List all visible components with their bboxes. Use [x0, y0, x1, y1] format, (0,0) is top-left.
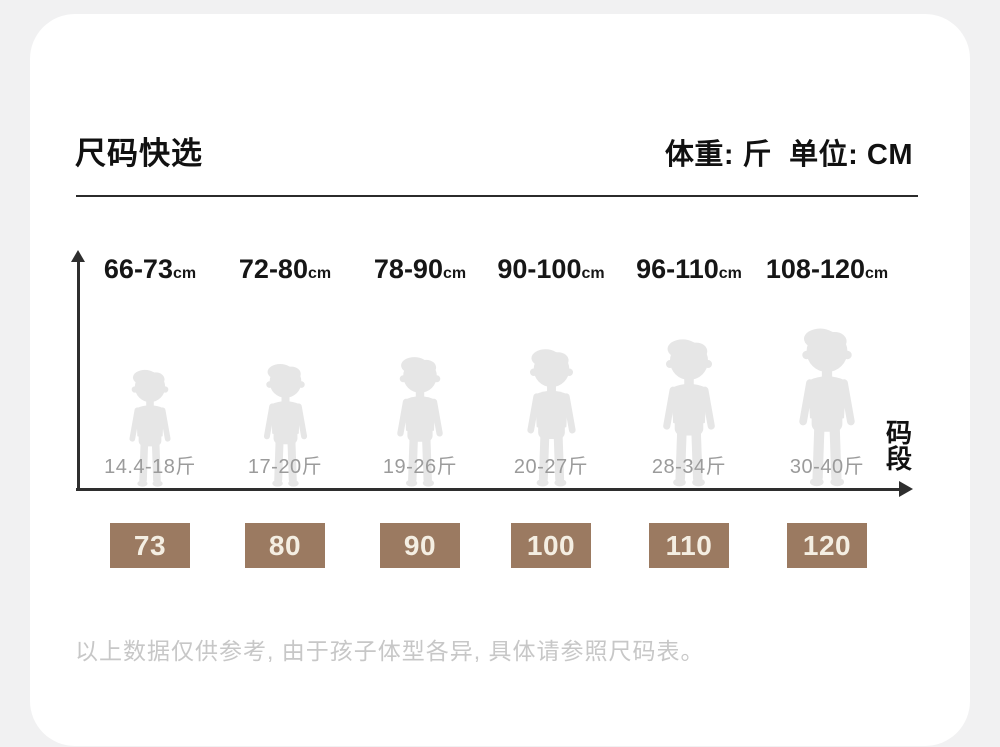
- height-range-label: 66-73cm: [75, 254, 225, 286]
- height-unit: cm: [442, 265, 467, 282]
- size-badge: 100: [511, 523, 591, 568]
- disclaimer-note: 以上数据仅供参考, 由于孩子体型各异, 具体请参照尺码表。: [75, 638, 705, 664]
- size-badge: 90: [380, 523, 460, 568]
- arrow-up-icon: [71, 250, 85, 262]
- size-badge: 73: [110, 523, 190, 568]
- height-range-value: 90-100: [497, 254, 582, 284]
- units-legend: 体重: 斤 单位: CM: [664, 139, 913, 171]
- height-unit: cm: [864, 265, 889, 282]
- size-badge: 110: [649, 523, 729, 568]
- y-axis-line: [77, 260, 80, 490]
- x-axis-line: [76, 488, 900, 491]
- size-badge: 80: [245, 523, 325, 568]
- weight-range-label: 19-26斤: [382, 456, 458, 478]
- height-range-value: 78-90: [373, 254, 443, 284]
- height-range-value: 66-73: [103, 254, 173, 284]
- weight-range-label: 17-20斤: [247, 456, 323, 478]
- x-axis-label: 码段: [885, 418, 912, 474]
- height-range-value: 96-110: [636, 254, 719, 284]
- weight-range-label: 28-34斤: [651, 456, 727, 478]
- header-divider: [76, 195, 918, 197]
- page-title: 尺码快选: [75, 136, 203, 171]
- height-range-label: 72-80cm: [210, 254, 360, 286]
- arrow-right-icon: [899, 481, 913, 497]
- height-unit: cm: [718, 265, 742, 282]
- size-badge: 120: [787, 523, 867, 568]
- weight-range-label: 20-27斤: [513, 456, 589, 478]
- height-range-label: 90-100cm: [476, 254, 626, 286]
- height-unit: cm: [172, 265, 197, 282]
- height-unit: cm: [307, 265, 332, 282]
- height-range-value: 108-120: [765, 254, 865, 284]
- height-range-label: 108-120cm: [752, 254, 902, 286]
- height-range-value: 72-80: [238, 254, 308, 284]
- weight-range-label: 14.4-18斤: [104, 456, 196, 478]
- height-unit: cm: [581, 265, 605, 282]
- weight-range-label: 30-40斤: [789, 456, 865, 478]
- height-range-label: 96-110cm: [614, 254, 764, 286]
- height-range-label: 78-90cm: [345, 254, 495, 286]
